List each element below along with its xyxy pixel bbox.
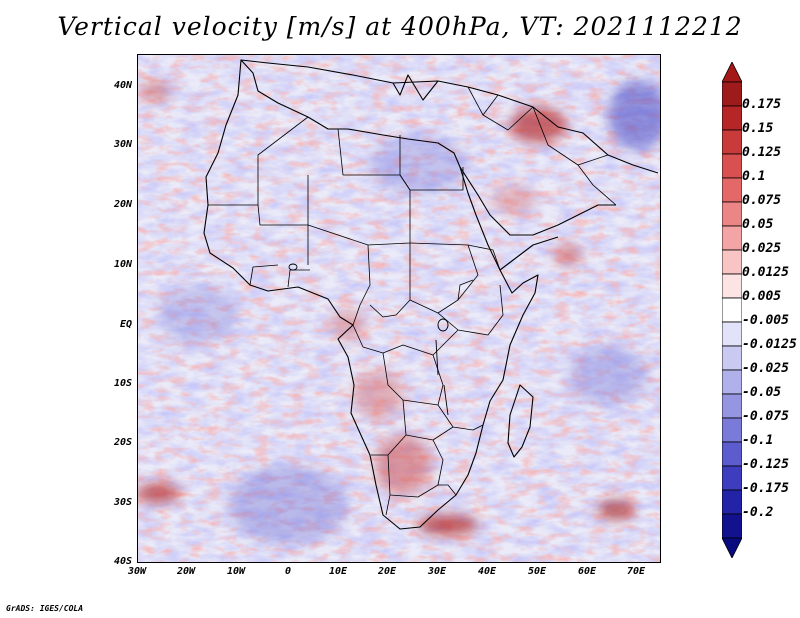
lon-label-60e: 60E [577, 566, 597, 577]
lat-label-20n: 20N [113, 199, 132, 210]
colorbar-cell [722, 441, 742, 467]
colorbar-cell [722, 225, 742, 251]
lon-label-20e: 20E [377, 566, 397, 577]
lat-label-eq: EQ [119, 319, 132, 330]
colorbar-cell [722, 513, 742, 539]
colorbar-bottom-arrow [722, 537, 742, 558]
lat-label-10s: 10S [113, 378, 132, 389]
colorbar-top-arrow [722, 62, 742, 83]
lon-label-30w: 30W [127, 566, 147, 577]
lakes [288, 263, 449, 416]
lon-label-40e: 40E [477, 566, 497, 577]
colorbar-label: 0.005 [742, 289, 782, 304]
colorbar-label: -0.005 [742, 313, 789, 328]
colorbar-label: 0.15 [742, 121, 774, 136]
colorbar-label: -0.025 [742, 361, 789, 376]
grads-credit: GrADS: IGES/COLA [6, 604, 84, 613]
downdraft-areas [158, 80, 660, 545]
colorbar [722, 62, 742, 558]
colorbar-label: 0.175 [742, 97, 782, 112]
colorbar-label: -0.1 [742, 433, 774, 448]
lat-label-40s: 40S [113, 556, 132, 567]
lon-label-20w: 20W [176, 566, 196, 577]
lon-label-30e: 30E [427, 566, 447, 577]
lon-label-50e: 50E [527, 566, 547, 577]
lon-label-10e: 10E [328, 566, 348, 577]
colorbar-cell [722, 465, 742, 491]
colorbar-cell [722, 273, 742, 299]
lat-label-10n: 10N [113, 259, 132, 270]
lon-label-0: 0 [284, 566, 292, 577]
colorbar-label: -0.125 [742, 457, 789, 472]
colorbar-cell [722, 297, 742, 323]
colorbar-label: 0.1 [742, 169, 766, 184]
lat-label-30n: 30N [113, 139, 132, 150]
colorbar-label: -0.175 [742, 481, 789, 496]
colorbar-cell [722, 81, 742, 107]
colorbar-cell [722, 393, 742, 419]
colorbar-cell [722, 105, 742, 131]
colorbar-label: -0.075 [742, 409, 789, 424]
lat-label-40n: 40N [113, 80, 132, 91]
colorbar-label: 0.075 [742, 193, 782, 208]
country-borders [208, 86, 617, 516]
colorbar-label: -0.2 [742, 505, 774, 520]
colorbar-cell [722, 177, 742, 203]
colorbar-label: 0.125 [742, 145, 782, 160]
coastlines [203, 59, 659, 530]
colorbar-cell [722, 345, 742, 371]
colorbar-cell [722, 321, 742, 347]
lon-label-70e: 70E [626, 566, 646, 577]
colorbar-label: 0.05 [742, 217, 774, 232]
colorbar-cell [722, 201, 742, 227]
updraft-cores [138, 81, 634, 535]
colorbar-cell [722, 153, 742, 179]
map-panel [137, 54, 661, 563]
lat-label-20s: 20S [113, 437, 132, 448]
colorbar-label: -0.05 [742, 385, 782, 400]
colorbar-label: 0.025 [742, 241, 782, 256]
chart-title: Vertical velocity [m/s] at 400hPa, VT: 2… [57, 12, 743, 41]
colorbar-cell [722, 417, 742, 443]
colorbar-cell [722, 489, 742, 515]
lat-label-30s: 30S [113, 497, 132, 508]
colorbar-cell [722, 369, 742, 395]
colorbar-label: 0.0125 [742, 265, 789, 280]
colorbar-cell [722, 129, 742, 155]
colorbar-cell [722, 249, 742, 275]
colorbar-label: -0.0125 [742, 337, 797, 352]
lon-label-10w: 10W [226, 566, 246, 577]
